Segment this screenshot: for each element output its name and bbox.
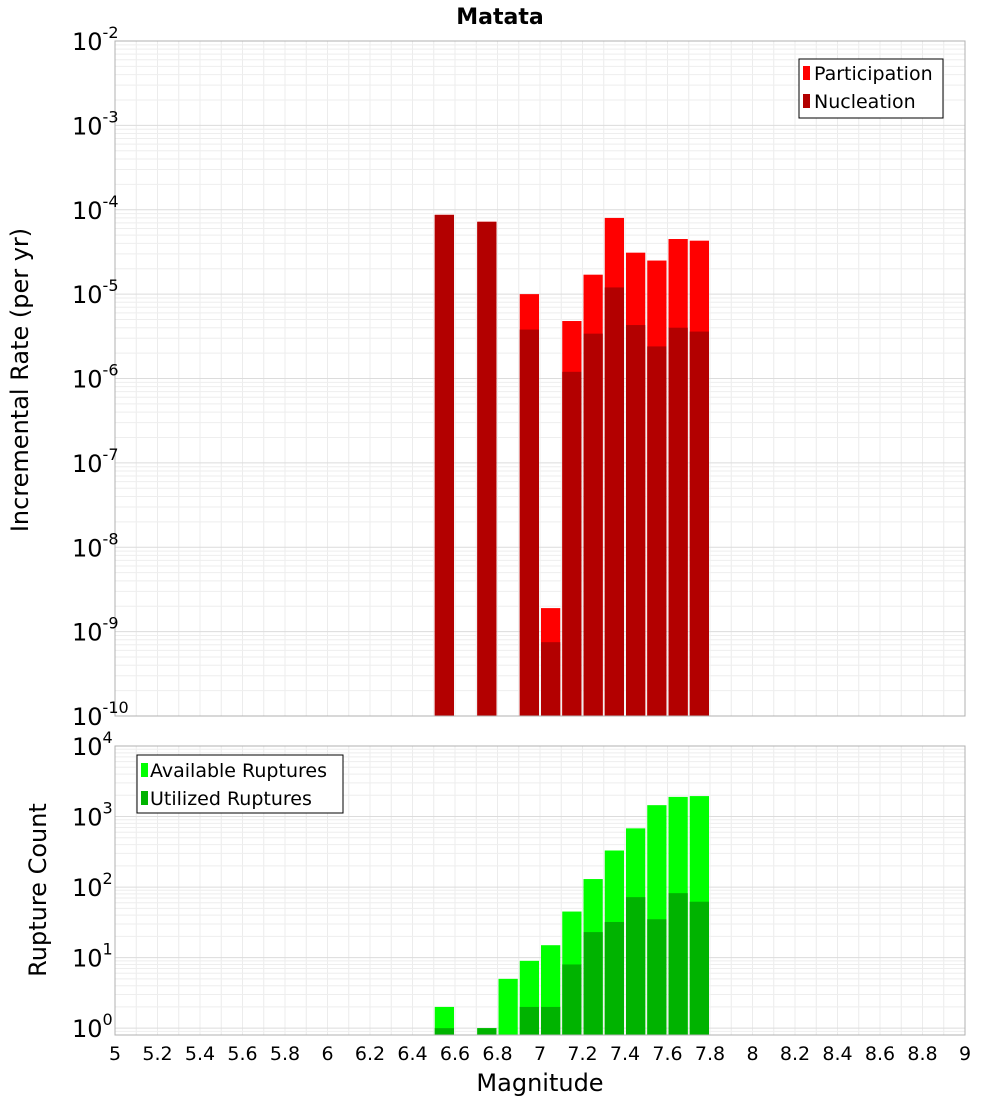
axis-tick-labels: 10-10 10-9 10-8 10-7 10-6 10-5 10-4 10-3 10-2 100…	[72, 23, 971, 1065]
legend-swatch-available-ruptures	[141, 763, 148, 777]
x-axis-label: Magnitude	[476, 1069, 603, 1097]
bottom-legend-box	[136, 754, 344, 814]
top-bar-nucleation	[604, 287, 624, 716]
top-y-tick-label: 10-3	[72, 107, 119, 140]
top-bar-nucleation	[562, 371, 582, 716]
bottom-plot-frame	[114, 745, 966, 1036]
bottom-y-tick-label: 104	[72, 728, 113, 761]
top-plot-frame	[114, 40, 966, 717]
x-tick-label: 5.8	[270, 1043, 300, 1065]
x-tick-label: 8.6	[865, 1043, 895, 1065]
top-bar-nucleation	[668, 327, 688, 716]
top-y-tick-label: 10-6	[72, 361, 119, 394]
top-y-tick-label: 10-9	[72, 614, 119, 647]
bottom-bar-utilized-ruptures	[689, 901, 709, 1035]
top-y-tick-label: 10-2	[72, 23, 119, 56]
bottom-y-tick-label: 102	[72, 869, 113, 902]
bottom-bar-utilized-ruptures	[434, 1028, 454, 1035]
bottom-y-tick-label: 100	[72, 1010, 113, 1043]
top-legend-box	[798, 58, 944, 119]
bottom-bar-available-ruptures	[498, 978, 518, 1035]
x-tick-label: 6.2	[355, 1043, 385, 1065]
x-tick-label: 7.2	[567, 1043, 597, 1065]
x-tick-label: 5.4	[185, 1043, 215, 1065]
top-bar-nucleation	[647, 346, 667, 716]
x-tick-label: 5.6	[227, 1043, 257, 1065]
legend-label-participation: Participation	[814, 63, 933, 85]
x-tick-label: 6	[321, 1043, 333, 1065]
legend-swatch-participation	[803, 66, 810, 80]
legend-swatch-nucleation	[803, 94, 810, 108]
bottom-bar-utilized-ruptures	[562, 964, 582, 1035]
plot-frames	[114, 40, 966, 1036]
top-bar-nucleation	[519, 329, 539, 716]
x-tick-label: 6.4	[397, 1043, 427, 1065]
bottom-bar-utilized-ruptures	[519, 1006, 539, 1035]
bottom-bar-utilized-ruptures	[604, 921, 624, 1035]
bottom-bar-utilized-ruptures	[583, 932, 603, 1035]
top-bar-nucleation	[583, 333, 603, 716]
x-tick-label: 8	[746, 1043, 758, 1065]
top-y-axis-label: Incremental Rate (per yr)	[6, 228, 34, 532]
x-tick-label: 8.8	[907, 1043, 937, 1065]
x-tick-label: 8.2	[780, 1043, 810, 1065]
legend-swatch-utilized-ruptures	[141, 791, 148, 805]
x-tick-label: 7	[534, 1043, 546, 1065]
bottom-bar-utilized-ruptures	[668, 893, 688, 1035]
bottom-plot-bars	[434, 796, 709, 1035]
bottom-y-axis-label: Rupture Count	[24, 803, 52, 977]
bottom-bar-available-ruptures	[434, 1006, 454, 1035]
bottom-bar-utilized-ruptures	[647, 919, 667, 1035]
top-legend: Participation Nucleation	[798, 58, 944, 119]
x-tick-label: 7.6	[652, 1043, 682, 1065]
bottom-bar-utilized-ruptures	[541, 1006, 561, 1035]
x-tick-label: 6.8	[482, 1043, 512, 1065]
bottom-bar-utilized-ruptures	[626, 897, 646, 1035]
top-bar-nucleation	[689, 331, 709, 716]
top-y-tick-label: 10-5	[72, 276, 119, 309]
top-bar-nucleation	[541, 642, 561, 716]
x-tick-label: 8.4	[822, 1043, 852, 1065]
top-plot-bars	[434, 214, 709, 717]
legend-label-nucleation: Nucleation	[814, 91, 916, 113]
top-y-tick-label: 10-4	[72, 192, 119, 225]
chart-title: Matata	[456, 5, 543, 30]
top-plot-grid	[114, 40, 966, 717]
top-y-tick-label: 10-10	[72, 698, 129, 731]
legend-label-utilized-ruptures: Utilized Ruptures	[150, 788, 312, 810]
x-tick-label: 5	[109, 1043, 121, 1065]
top-y-tick-label: 10-7	[72, 445, 119, 478]
top-bar-nucleation	[626, 325, 646, 716]
x-tick-label: 9	[959, 1043, 971, 1065]
top-y-tick-label: 10-8	[72, 529, 119, 562]
bottom-bar-utilized-ruptures	[477, 1028, 497, 1035]
bottom-legend: Available Ruptures Utilized Ruptures	[136, 754, 344, 814]
bottom-y-tick-label: 101	[72, 940, 113, 973]
top-bar-nucleation	[434, 214, 454, 716]
bottom-y-tick-label: 103	[72, 799, 113, 832]
x-tick-label: 6.6	[440, 1043, 470, 1065]
x-tick-label: 7.8	[695, 1043, 725, 1065]
top-bar-nucleation	[477, 221, 497, 716]
x-tick-label: 5.2	[142, 1043, 172, 1065]
x-tick-label: 7.4	[610, 1043, 640, 1065]
legend-label-available-ruptures: Available Ruptures	[150, 760, 327, 782]
